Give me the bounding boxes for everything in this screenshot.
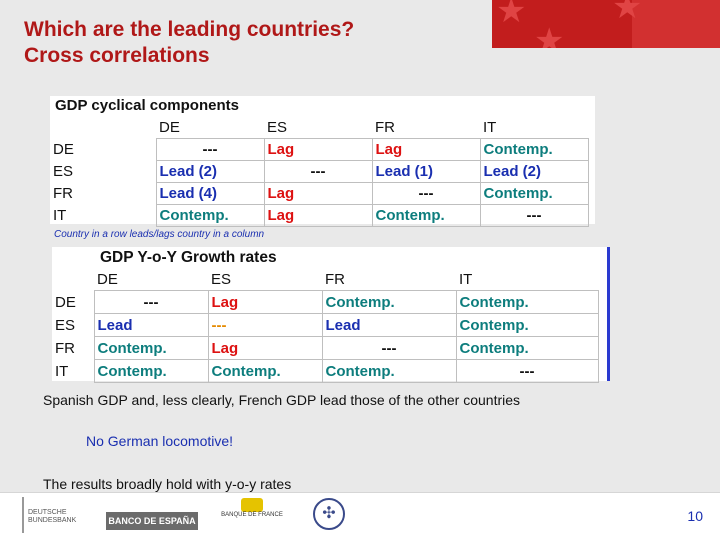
table1-cell: --- <box>371 182 481 205</box>
flag-band <box>632 0 720 48</box>
table1-title: GDP cyclical components <box>55 97 239 114</box>
table1-cell: Contemp. <box>155 204 265 227</box>
table-note: Country in a row leads/lags country in a… <box>54 229 265 240</box>
table1-cell: --- <box>479 204 589 227</box>
page-number: 10 <box>687 508 703 524</box>
conclusion-sentence: The results broadly hold with y-o-y rate… <box>43 476 292 492</box>
table1-cell: Lag <box>263 138 373 161</box>
table1-cell: Lag <box>263 204 373 227</box>
table1-col-header: FR <box>375 119 395 136</box>
table2-col-header: IT <box>459 270 473 288</box>
table1: DE ES FR IT DE --- Lag Lag Contemp. ES L… <box>50 117 589 227</box>
table2-cell: Lead <box>321 313 457 337</box>
table2-cell: Contemp. <box>321 359 457 383</box>
table-row: DE --- Lag Contemp. Contemp. <box>52 290 599 314</box>
star-icon: ★ <box>612 0 643 26</box>
banque-de-france-mark-icon <box>241 498 263 512</box>
table2-cell: Lag <box>207 290 323 314</box>
banca-italia-logo-icon: ✣ <box>313 498 345 530</box>
table2-cell: Contemp. <box>455 290 599 314</box>
table1-col-header: DE <box>159 119 180 136</box>
table1-col-header: ES <box>267 119 288 136</box>
banco-de-espana-logo: BANCO DE ESPAÑA <box>106 512 198 530</box>
table1-cell: --- <box>263 160 373 183</box>
eu-flag-banner: ★ ★ ★ <box>492 0 720 48</box>
table-row: FR Contemp. Lag --- Contemp. <box>52 336 599 360</box>
table2-cell: --- <box>93 290 209 314</box>
table2-cell: Contemp. <box>321 290 457 314</box>
table1-cell: Lag <box>263 182 373 205</box>
slide-title: Which are the leading countries? Cross c… <box>24 17 354 69</box>
table2-row-header: IT <box>55 362 69 380</box>
highlight-sentence: No German locomotive! <box>86 433 234 449</box>
table2-row-header: DE <box>55 293 76 311</box>
table2-cell: --- <box>207 313 323 337</box>
table-row: ES Lead (2) --- Lead (1) Lead (2) <box>50 160 589 183</box>
table-row: IT Contemp. Lag Contemp. --- <box>50 204 589 227</box>
table2-panel: GDP Y-o-Y Growth rates DE ES FR IT DE --… <box>52 247 610 383</box>
table-row: IT Contemp. Contemp. Contemp. --- <box>52 359 599 383</box>
summary-sentence: Spanish GDP and, less clearly, French GD… <box>43 392 521 408</box>
table1-row-header: DE <box>53 141 74 158</box>
table2-cell: --- <box>321 336 457 360</box>
star-icon: ★ <box>534 22 565 48</box>
table1-cell: Contemp. <box>371 204 481 227</box>
table2-title: GDP Y-o-Y Growth rates <box>100 249 277 266</box>
table2-col-header: FR <box>325 270 345 288</box>
table1-cell: Lead (1) <box>371 160 481 183</box>
table1-cell: --- <box>155 138 265 161</box>
table2-col-header: DE <box>97 270 118 288</box>
table2-row-header: FR <box>55 339 75 357</box>
table1-row-header: IT <box>53 207 67 224</box>
table1-cell: Contemp. <box>479 138 589 161</box>
table2-cell: Contemp. <box>93 336 209 360</box>
table-row: ES Lead --- Lead Contemp. <box>52 313 599 337</box>
table2-cell: Contemp. <box>93 359 209 383</box>
table2-col-header: ES <box>211 270 232 288</box>
table2-row-header: ES <box>55 316 76 334</box>
table1-cell: Lead (2) <box>155 160 265 183</box>
table2-cell: Contemp. <box>455 336 599 360</box>
banque-de-france-label: BANQUE DE FRANCE <box>221 512 283 518</box>
title-line-2: Cross correlations <box>24 44 210 67</box>
bundesbank-logo: DEUTSCHE BUNDESBANK <box>22 497 82 533</box>
table1-cell: Lag <box>371 138 481 161</box>
table1-row-header: ES <box>53 163 74 180</box>
title-line-1: Which are the leading countries? <box>24 18 355 41</box>
table2: DE ES FR IT DE --- Lag Contemp. Contemp.… <box>52 268 599 383</box>
star-icon: ★ <box>496 0 527 30</box>
table1-col-header: IT <box>483 119 497 136</box>
table1-cell: Contemp. <box>479 182 589 205</box>
table2-cell: --- <box>455 359 599 383</box>
table1-cell: Lead (4) <box>155 182 265 205</box>
table1-panel: GDP cyclical components DE ES FR IT DE -… <box>50 96 595 227</box>
banque-de-france-logo: BANQUE DE FRANCE <box>220 498 284 528</box>
table1-cell: Lead (2) <box>479 160 589 183</box>
table2-cell: Lead <box>93 313 209 337</box>
table2-cell: Lag <box>207 336 323 360</box>
table-row: FR Lead (4) Lag --- Contemp. <box>50 182 589 205</box>
table1-row-header: FR <box>53 185 73 202</box>
table2-cell: Contemp. <box>455 313 599 337</box>
table2-cell: Contemp. <box>207 359 323 383</box>
table-row: DE --- Lag Lag Contemp. <box>50 138 589 161</box>
